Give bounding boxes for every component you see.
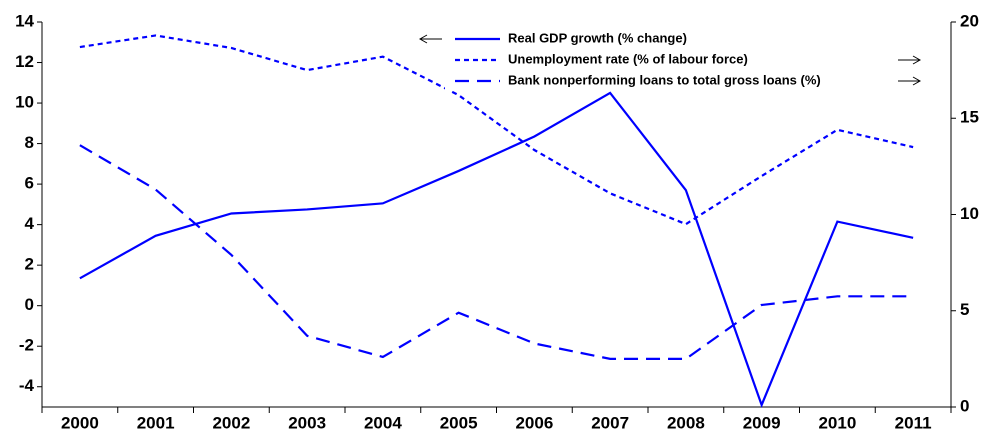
y-tick-label: 10 [15, 93, 34, 112]
series-line [79, 144, 914, 360]
y-tick-label: -2 [19, 336, 34, 355]
y2-tick-label: 20 [960, 11, 979, 30]
x-tick-label: 2010 [818, 413, 856, 432]
axis-arrow [898, 55, 922, 65]
legend-bg [445, 51, 925, 70]
y2-tick-label: 0 [960, 396, 969, 415]
legend-bg [445, 72, 925, 91]
x-tick-label: 2011 [895, 413, 932, 432]
legend-label: Unemployment rate (% of labour force) [508, 51, 748, 66]
y2-tick-label: 5 [960, 300, 969, 319]
legend-bg [445, 30, 925, 49]
y-tick-label: 6 [25, 174, 34, 193]
legend-label: Bank nonperforming loans to total gross … [508, 72, 821, 87]
x-tick-label: 2009 [743, 413, 781, 432]
y2-tick-label: 10 [960, 204, 979, 223]
axis-arrow [418, 34, 442, 44]
series-line [79, 91, 914, 409]
x-tick-label: 2008 [667, 413, 705, 432]
y-tick-label: -4 [19, 376, 35, 395]
x-tick-label: 2007 [591, 413, 629, 432]
y-tick-label: 14 [15, 11, 34, 30]
legend-label: Real GDP growth (% change) [508, 30, 687, 45]
y-tick-label: 2 [25, 255, 34, 274]
y-tick-label: 4 [25, 214, 35, 233]
axis-arrow [898, 76, 922, 86]
x-tick-label: 2000 [61, 413, 99, 432]
y2-tick-label: 15 [960, 108, 979, 127]
y-tick-label: 8 [25, 133, 34, 152]
x-tick-label: 2004 [364, 413, 402, 432]
x-tick-label: 2005 [440, 413, 478, 432]
x-tick-label: 2002 [212, 413, 250, 432]
x-tick-label: 2006 [515, 413, 553, 432]
y-tick-label: 12 [15, 52, 34, 71]
y-tick-label: 0 [25, 295, 34, 314]
x-tick-label: 2003 [288, 413, 326, 432]
x-tick-label: 2001 [137, 413, 175, 432]
